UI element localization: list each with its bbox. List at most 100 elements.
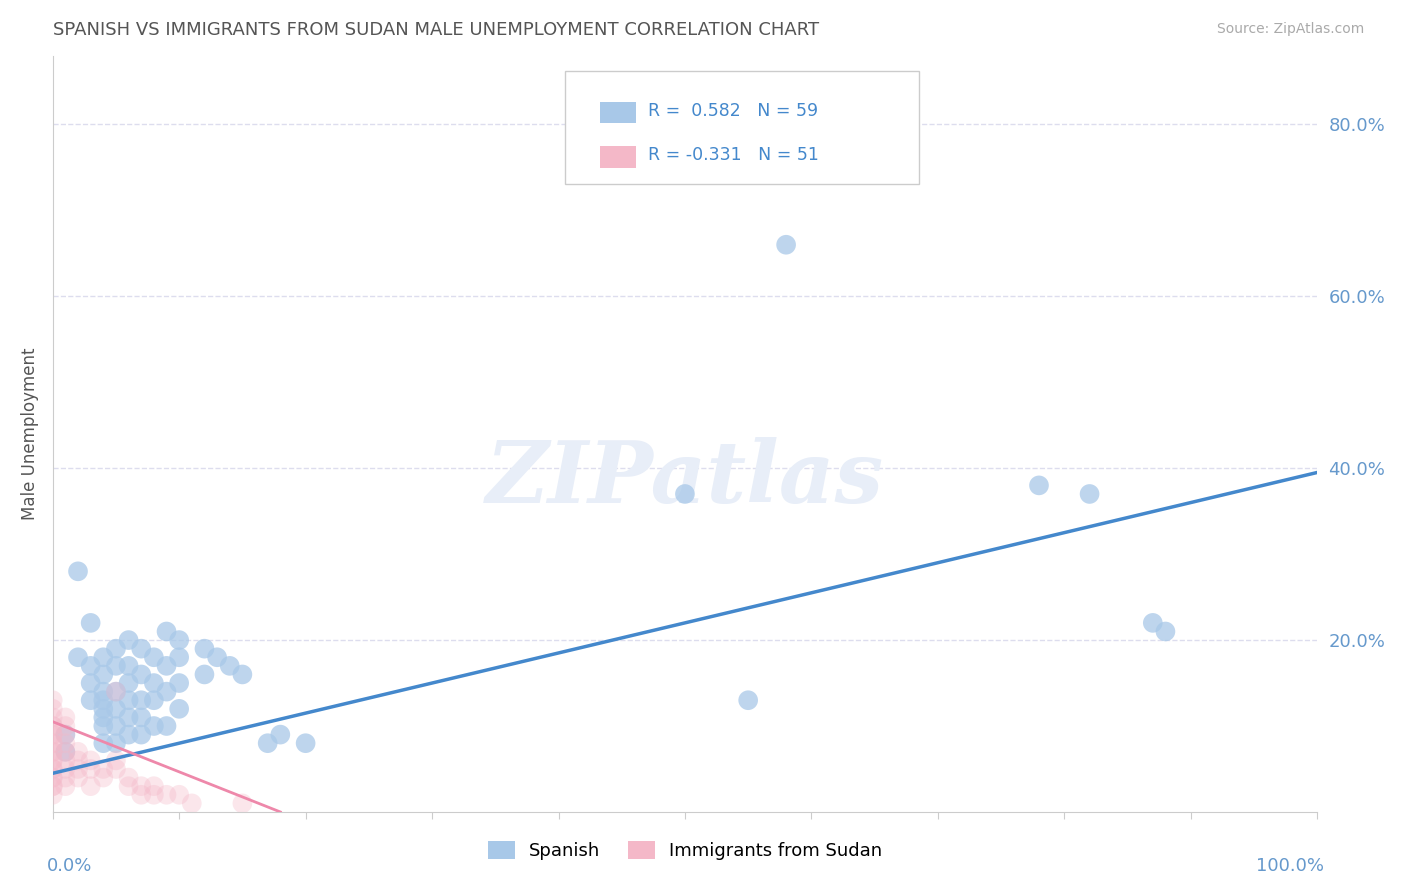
Point	[1142, 615, 1164, 630]
Point	[66, 753, 89, 767]
Legend: Spanish, Immigrants from Sudan: Spanish, Immigrants from Sudan	[481, 833, 890, 867]
Point	[775, 237, 797, 252]
Point	[91, 693, 114, 707]
Point	[104, 641, 127, 656]
Point	[193, 667, 215, 681]
Text: R = -0.331   N = 51: R = -0.331 N = 51	[648, 146, 820, 164]
Point	[41, 762, 63, 776]
Point	[41, 719, 63, 733]
Point	[104, 684, 127, 698]
Y-axis label: Male Unemployment: Male Unemployment	[21, 348, 39, 520]
Point	[104, 753, 127, 767]
Point	[117, 633, 139, 648]
Point	[1028, 478, 1050, 492]
Point	[155, 658, 177, 673]
Point	[91, 684, 114, 698]
Point	[218, 658, 240, 673]
Point	[41, 736, 63, 750]
Point	[53, 736, 76, 750]
Point	[155, 719, 177, 733]
Point	[104, 702, 127, 716]
Point	[66, 564, 89, 578]
Point	[231, 797, 253, 811]
Point	[41, 736, 63, 750]
Point	[53, 728, 76, 742]
Point	[79, 693, 101, 707]
Point	[129, 779, 152, 793]
Point	[41, 753, 63, 767]
Point	[41, 728, 63, 742]
Point	[91, 771, 114, 785]
Point	[117, 676, 139, 690]
Point	[167, 702, 190, 716]
Point	[129, 710, 152, 724]
Point	[41, 762, 63, 776]
Point	[91, 710, 114, 724]
Point	[91, 650, 114, 665]
Point	[79, 779, 101, 793]
Point	[41, 702, 63, 716]
Point	[53, 745, 76, 759]
Point	[79, 658, 101, 673]
Point	[294, 736, 316, 750]
Point	[1154, 624, 1177, 639]
Point	[104, 719, 127, 733]
Point	[41, 693, 63, 707]
Point	[53, 779, 76, 793]
Point	[142, 788, 165, 802]
Point	[269, 728, 291, 742]
Point	[41, 788, 63, 802]
Text: Source: ZipAtlas.com: Source: ZipAtlas.com	[1216, 22, 1364, 37]
Point	[53, 771, 76, 785]
Point	[53, 719, 76, 733]
Point	[142, 650, 165, 665]
Point	[41, 779, 63, 793]
Text: 100.0%: 100.0%	[1256, 857, 1323, 875]
Point	[256, 736, 278, 750]
Point	[129, 693, 152, 707]
Point	[53, 762, 76, 776]
Point	[104, 658, 127, 673]
Point	[167, 788, 190, 802]
FancyBboxPatch shape	[565, 70, 920, 185]
Text: SPANISH VS IMMIGRANTS FROM SUDAN MALE UNEMPLOYMENT CORRELATION CHART: SPANISH VS IMMIGRANTS FROM SUDAN MALE UN…	[52, 21, 818, 39]
Text: 0.0%: 0.0%	[46, 857, 91, 875]
Point	[104, 684, 127, 698]
Point	[129, 788, 152, 802]
Point	[91, 762, 114, 776]
Point	[41, 771, 63, 785]
Point	[91, 702, 114, 716]
Point	[180, 797, 202, 811]
Point	[142, 676, 165, 690]
Point	[129, 667, 152, 681]
Point	[79, 615, 101, 630]
Point	[41, 745, 63, 759]
Point	[66, 745, 89, 759]
Point	[673, 487, 696, 501]
Point	[155, 624, 177, 639]
Point	[117, 658, 139, 673]
Point	[193, 641, 215, 656]
Point	[155, 684, 177, 698]
Point	[79, 676, 101, 690]
Point	[41, 753, 63, 767]
Point	[231, 667, 253, 681]
Point	[66, 762, 89, 776]
Point	[91, 667, 114, 681]
Point	[41, 728, 63, 742]
Point	[142, 693, 165, 707]
Point	[129, 728, 152, 742]
Point	[142, 779, 165, 793]
FancyBboxPatch shape	[600, 146, 636, 168]
Point	[91, 736, 114, 750]
Point	[41, 745, 63, 759]
Point	[129, 641, 152, 656]
Point	[167, 650, 190, 665]
Point	[117, 710, 139, 724]
Point	[53, 710, 76, 724]
Point	[91, 719, 114, 733]
Point	[66, 771, 89, 785]
Point	[104, 736, 127, 750]
Point	[41, 779, 63, 793]
Point	[41, 771, 63, 785]
